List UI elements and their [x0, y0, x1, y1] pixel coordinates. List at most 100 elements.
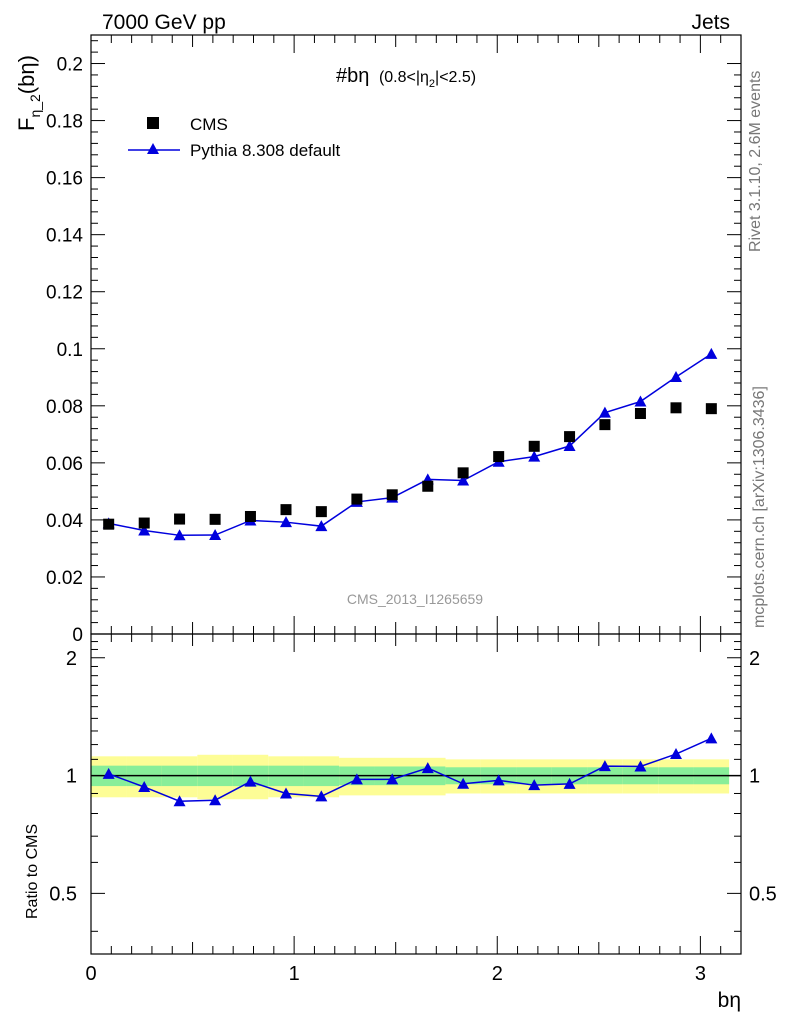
header-process-label: Jets — [691, 11, 730, 34]
main-y-tick-label: 0.1 — [57, 340, 83, 361]
cms-point — [422, 480, 434, 492]
x-tick-label: 3 — [695, 963, 706, 985]
main-y-tick-label: 0.2 — [57, 55, 83, 76]
rivet-version-label: Rivet 3.1.10, 2.6M events — [747, 71, 764, 252]
main-y-tick-label: 0.16 — [46, 169, 83, 190]
cms-point — [599, 419, 611, 431]
x-tick-label: 2 — [492, 963, 503, 985]
mc-point — [670, 371, 682, 383]
main-y-tick-label: 0.18 — [46, 112, 83, 133]
analysis-watermark: CMS_2013_I1265659 — [347, 591, 483, 607]
svg-text:Fη_2(bη): Fη_2(bη) — [14, 55, 43, 131]
ratio-x-axis: 0 1 2 3 — [85, 634, 742, 985]
cms-point — [564, 431, 576, 443]
y-axis-label: Fη_2(bη) — [14, 55, 43, 131]
ratio-y-tick-label-right: 1 — [749, 766, 760, 788]
mc-point — [528, 450, 541, 462]
legend-mc-label: Pythia 8.308 default — [190, 141, 341, 160]
mc-point — [563, 440, 576, 452]
mcplots-label: mcplots.cern.ch [arXiv:1306.3436] — [751, 386, 768, 628]
ratio-mc-point — [280, 787, 292, 799]
plot-title: #bη (0.8<|η2|<2.5) — [336, 65, 476, 90]
ratio-uncertainty-bands — [90, 754, 730, 800]
y-axis-label-sub: η_2 — [27, 94, 43, 118]
ratio-mc-point — [705, 732, 718, 744]
cms-point — [174, 513, 186, 525]
legend-data-marker — [147, 117, 159, 129]
mc-point — [457, 474, 470, 486]
ratio-data-layer — [91, 732, 741, 807]
main-plot-frame — [90, 34, 742, 635]
main-y-tick-label: 0.04 — [46, 511, 83, 532]
cms-point — [670, 402, 682, 414]
cms-point — [138, 517, 150, 529]
cms-point — [103, 518, 115, 530]
ratio-mc-point — [492, 774, 505, 786]
ratio-y-tick-label-right: 0.5 — [749, 883, 777, 905]
y-axis-label-arg: (bη) — [14, 55, 39, 94]
main-y-tick-label: 0.12 — [46, 283, 83, 304]
ratio-y-tick-label: 2 — [66, 648, 77, 670]
ratio-y-axis: 0.5 0.5 1 1 2 2 — [49, 641, 777, 932]
plot-title-range-prefix: (0.8<|η — [379, 69, 429, 86]
mc-point — [209, 529, 222, 541]
x-tick-label: 0 — [85, 963, 96, 985]
ratio-mc-point — [421, 762, 434, 774]
legend-mc-marker — [147, 143, 159, 154]
ratio-mc-point — [386, 773, 399, 785]
plot-title-main: #bη — [336, 65, 369, 87]
ratio-mc-point — [138, 780, 151, 792]
ratio-mc-line — [108, 737, 712, 802]
ratio-mc-point — [209, 794, 222, 806]
header-energy-label: 7000 GeV pp — [102, 11, 226, 34]
cms-point — [457, 467, 469, 479]
cms-point — [315, 506, 327, 518]
y-axis-label-main: F — [14, 118, 39, 131]
main-y-tick-label: 0.08 — [46, 397, 83, 418]
ratio-mc-point — [670, 748, 682, 760]
mc-point — [280, 516, 292, 528]
legend-data-label: CMS — [190, 115, 228, 134]
mc-point — [315, 520, 328, 532]
plot-title-range-suffix: |<2.5) — [435, 69, 476, 86]
cms-point — [209, 513, 221, 525]
main-y-tick-label: 0.14 — [46, 226, 83, 247]
mc-point — [705, 347, 718, 359]
ratio-mc-point — [457, 777, 470, 789]
x-tick-label: 1 — [289, 963, 300, 985]
x-axis-label: bη — [718, 989, 741, 1012]
ratio-mc-point — [315, 790, 328, 802]
main-y-tick-label: 0.06 — [46, 454, 83, 475]
main-x-ticks — [90, 35, 742, 634]
ratio-y-tick-label-right: 2 — [749, 648, 760, 670]
cms-point — [634, 408, 646, 420]
ratio-mc-point — [598, 760, 611, 772]
ratio-mc-point — [634, 760, 647, 772]
cms-point — [705, 403, 717, 415]
cms-point — [351, 493, 363, 505]
ratio-mc-point — [173, 795, 186, 807]
main-y-tick-label: 0.02 — [46, 568, 83, 589]
ratio-y-tick-label: 1 — [66, 766, 77, 788]
cms-point — [493, 451, 505, 463]
ratio-y-tick-label: 0.5 — [49, 883, 77, 905]
ratio-axis-label: Ratio to CMS — [24, 824, 41, 919]
cms-point — [244, 510, 256, 522]
cms-point — [280, 504, 292, 516]
ratio-mc-point — [102, 767, 115, 779]
ratio-mc-point — [350, 773, 363, 785]
ratio-mc-point — [244, 775, 257, 787]
ratio-mc-point — [528, 779, 541, 791]
mc-point — [634, 395, 647, 407]
mc-point — [173, 529, 186, 541]
legend: CMS Pythia 8.308 default — [128, 115, 341, 160]
cms-point — [386, 489, 398, 501]
main-y-axis: 0 0.02 0.04 0.06 0.08 0.1 0.12 0.14 0.16 0.18 0.2 — [46, 40, 741, 646]
main-data-layer — [102, 347, 718, 541]
mc-point — [138, 524, 151, 536]
main-y-tick-label: 0 — [72, 625, 83, 646]
cms-point — [528, 440, 540, 452]
mc-line — [108, 353, 712, 537]
ratio-mc-point — [563, 777, 576, 789]
